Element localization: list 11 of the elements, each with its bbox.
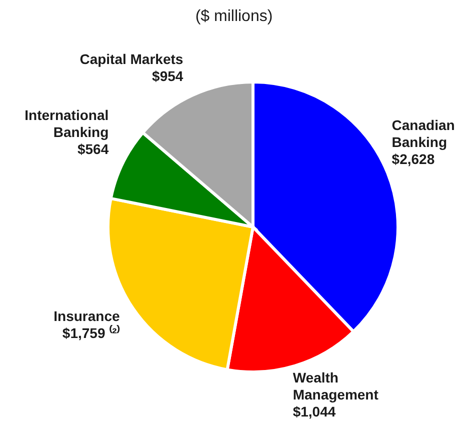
slice-label: Wealth Management	[292, 369, 379, 402]
data-label: $2,628	[392, 151, 435, 168]
slice-label: International Banking	[24, 107, 109, 140]
data-label: $954	[152, 68, 184, 84]
slice-label: Canadian Banking	[392, 117, 455, 150]
data-label: $564	[77, 141, 109, 158]
slice-label: Capital Markets	[80, 51, 184, 68]
slice-label: Insurance	[54, 308, 120, 324]
chart-title: ($ millions)	[194, 8, 274, 27]
data-label: $1,759 ⁽²⁾	[62, 325, 120, 342]
data-label: $1,044	[292, 403, 336, 420]
